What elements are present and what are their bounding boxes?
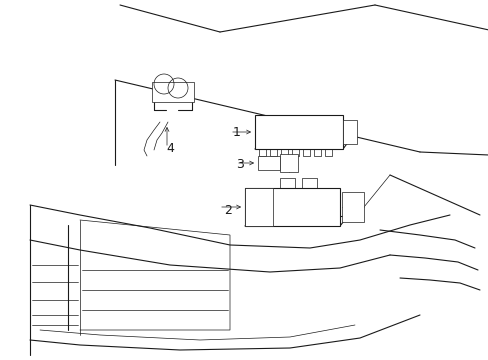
- Text: 2: 2: [224, 203, 231, 216]
- Text: 4: 4: [166, 141, 174, 154]
- Text: 1: 1: [233, 126, 241, 139]
- Bar: [152, 82, 194, 102]
- Bar: [258, 156, 280, 170]
- Bar: [342, 120, 356, 144]
- Bar: [341, 192, 363, 222]
- Bar: [244, 188, 272, 226]
- Bar: [244, 188, 339, 226]
- Text: 3: 3: [236, 158, 244, 171]
- Bar: [254, 115, 342, 149]
- Bar: [280, 154, 297, 172]
